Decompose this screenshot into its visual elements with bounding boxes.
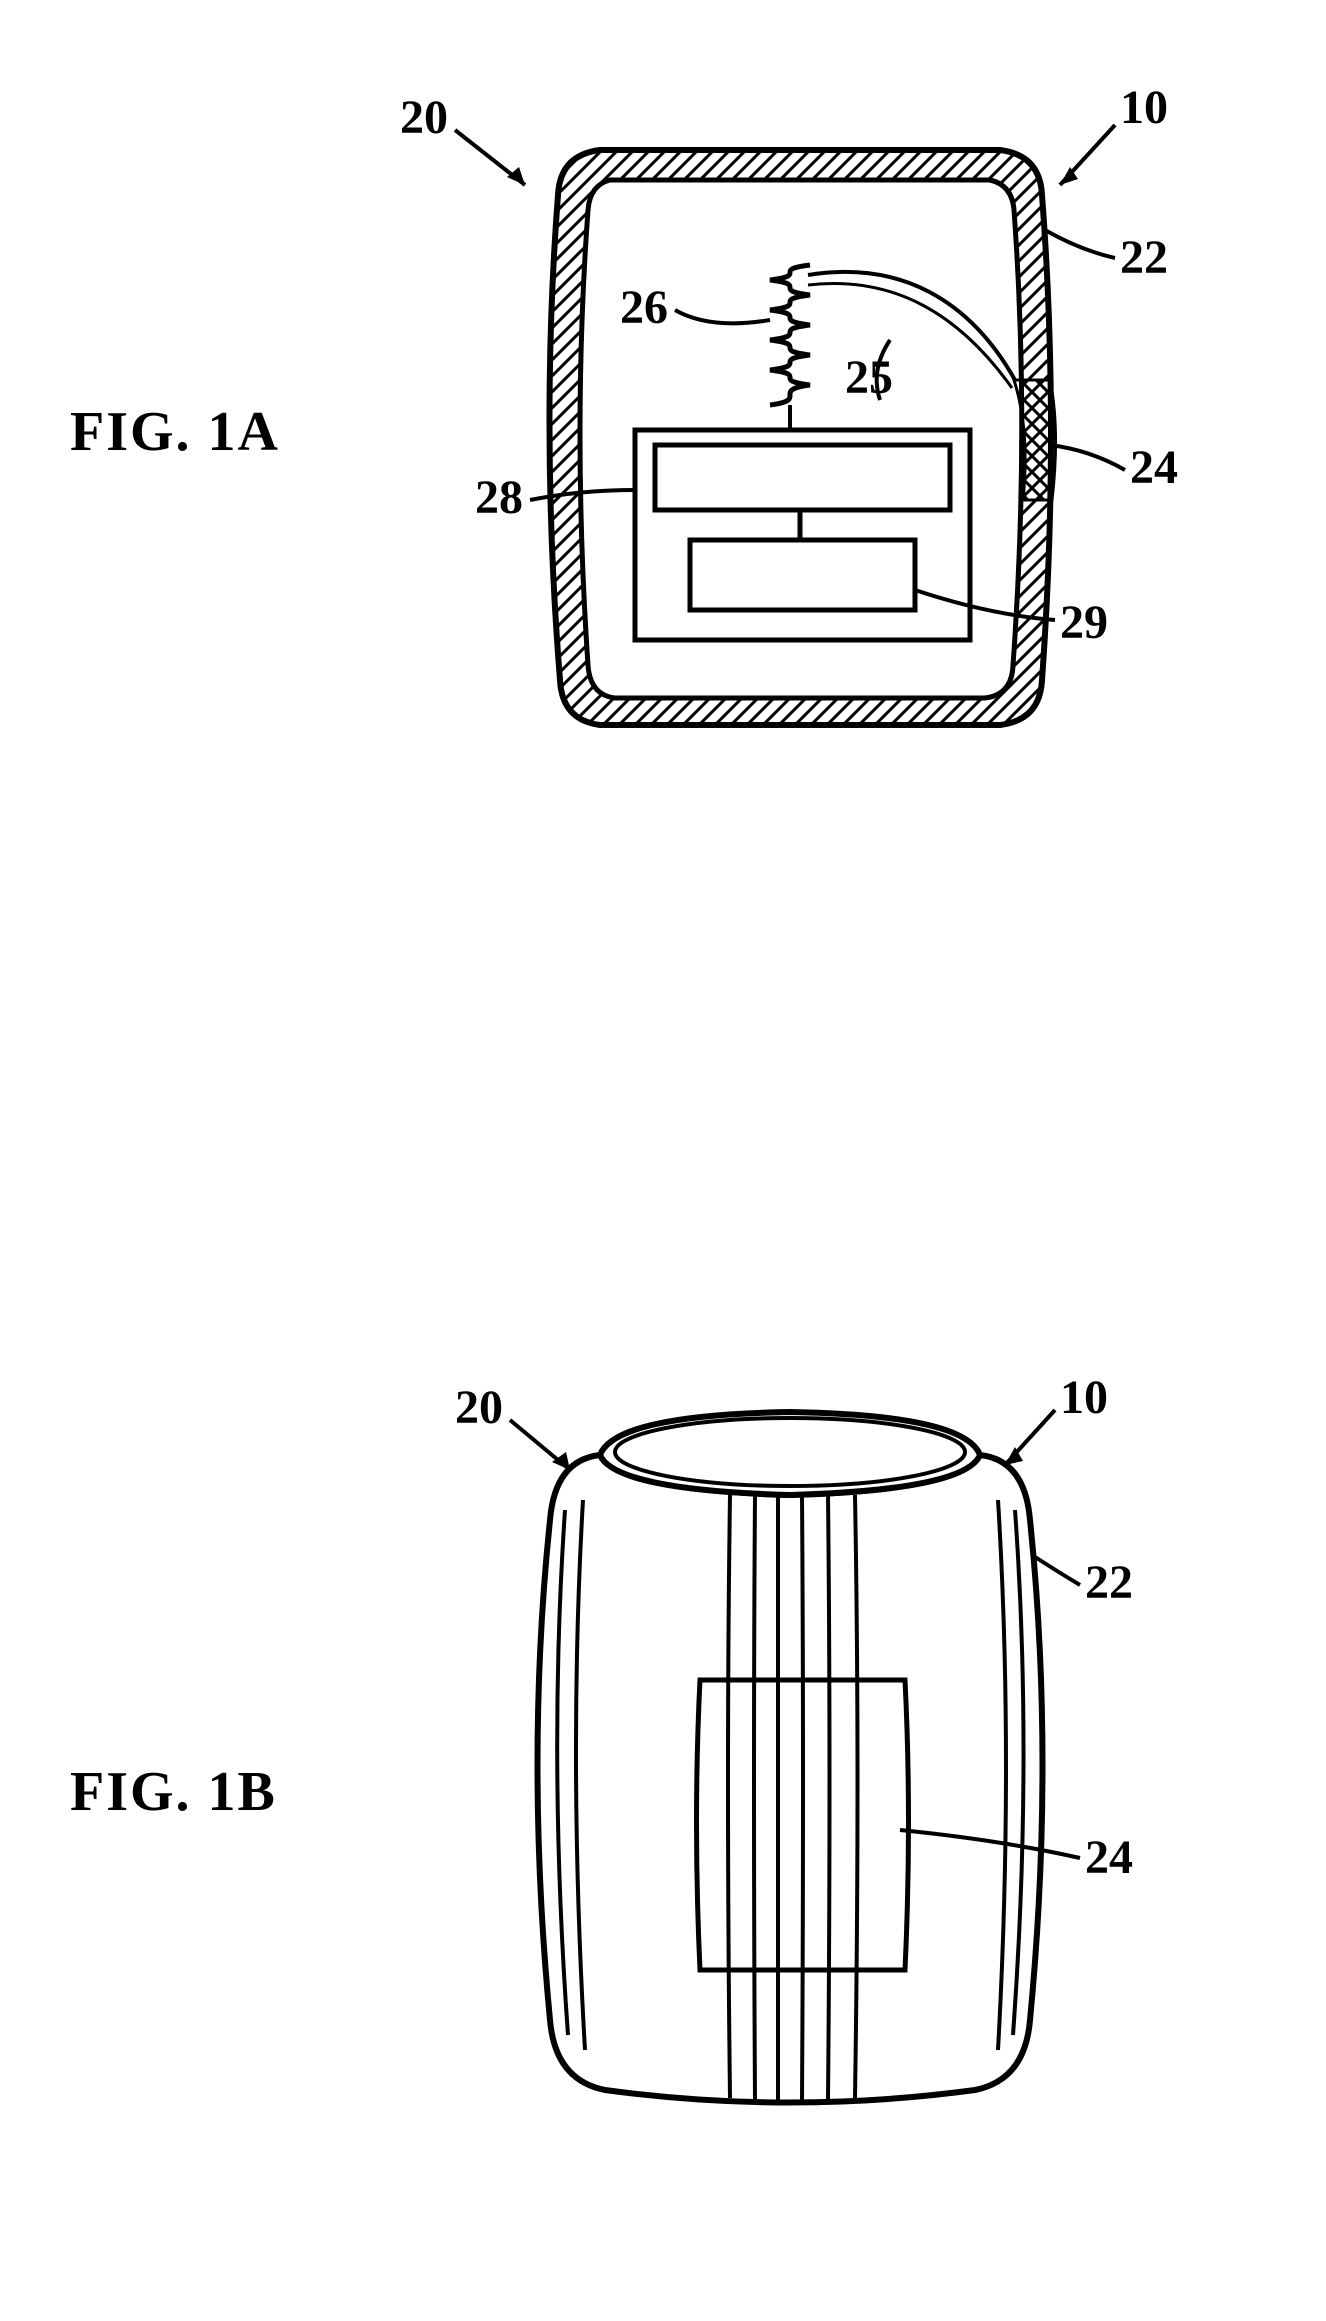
stave-6 — [802, 1495, 803, 2101]
stave-7 — [828, 1495, 830, 2100]
barrel-body-b — [538, 1455, 1043, 2103]
sensor-box — [690, 540, 915, 610]
stave-3 — [728, 1495, 730, 2098]
antenna-coil — [770, 265, 810, 405]
lead-b-22 — [1032, 1555, 1080, 1585]
fig-1b-group — [510, 1410, 1080, 2103]
barrel-top-b — [600, 1412, 980, 1495]
lead-a-24 — [1050, 445, 1125, 470]
lead-a-22 — [1045, 230, 1115, 258]
wire-25-a — [808, 272, 1015, 380]
fig-1a-group — [455, 125, 1125, 725]
lead-a-26 — [675, 310, 770, 323]
transmitter-box — [655, 445, 950, 510]
patent-figures-svg — [0, 0, 1326, 2321]
stave-4 — [754, 1495, 755, 2100]
arrow-a-20 — [507, 167, 525, 185]
lead-a-25 — [877, 340, 890, 400]
